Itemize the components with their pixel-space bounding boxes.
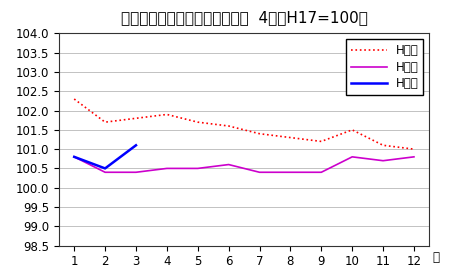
Line: H２２: H２２: [74, 157, 413, 172]
Title: 生鮮食品を除く総合指数の動き  4市（H17=100）: 生鮮食品を除く総合指数の動き 4市（H17=100）: [120, 10, 367, 25]
H２１: [256, 132, 262, 135]
H２２: [164, 167, 169, 170]
H２１: [164, 113, 169, 116]
Line: H２３: H２３: [74, 145, 136, 169]
H２１: [318, 140, 323, 143]
H２２: [410, 155, 416, 158]
H２１: [102, 121, 108, 124]
H２３: [71, 155, 77, 158]
H２１: [71, 97, 77, 101]
H２２: [102, 170, 108, 174]
H２１: [226, 124, 231, 128]
H２３: [102, 167, 108, 170]
H２２: [226, 163, 231, 166]
Line: H２１: H２１: [74, 99, 413, 149]
H２１: [349, 128, 354, 131]
H２１: [380, 144, 385, 147]
H２３: [133, 144, 138, 147]
H２１: [287, 136, 293, 139]
H２１: [133, 117, 138, 120]
Text: 月: 月: [431, 251, 438, 264]
H２２: [287, 170, 293, 174]
H２２: [380, 159, 385, 162]
Legend: H２１, H２２, H２３: H２１, H２２, H２３: [345, 39, 423, 95]
H２２: [349, 155, 354, 158]
H２１: [410, 148, 416, 151]
H２２: [318, 170, 323, 174]
H２２: [256, 170, 262, 174]
H２２: [195, 167, 200, 170]
H２２: [133, 170, 138, 174]
H２１: [195, 121, 200, 124]
H２２: [71, 155, 77, 158]
